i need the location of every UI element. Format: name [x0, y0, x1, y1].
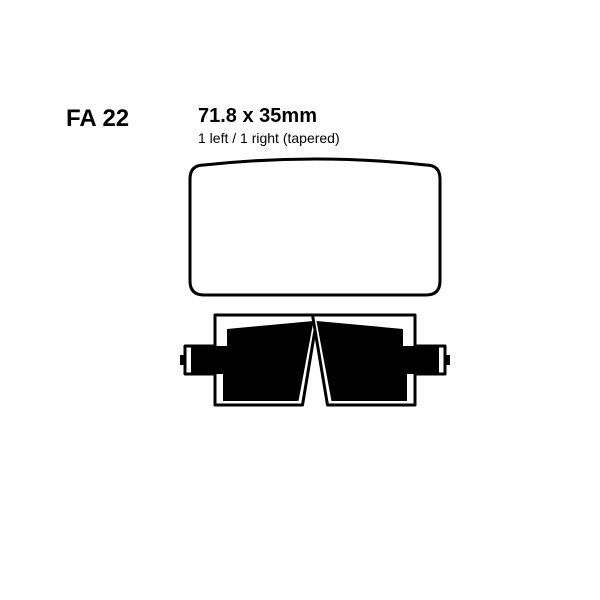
dimensions-label: 71.8 x 35mm [198, 105, 317, 128]
subtitle-label: 1 left / 1 right (tapered) [198, 130, 340, 146]
part-number-label: FA 22 [66, 105, 129, 133]
diagram-canvas: FA 22 71.8 x 35mm 1 left / 1 right (tape… [0, 0, 600, 600]
brake-pad-drawing [180, 150, 450, 430]
brake-pad-svg [180, 150, 450, 430]
